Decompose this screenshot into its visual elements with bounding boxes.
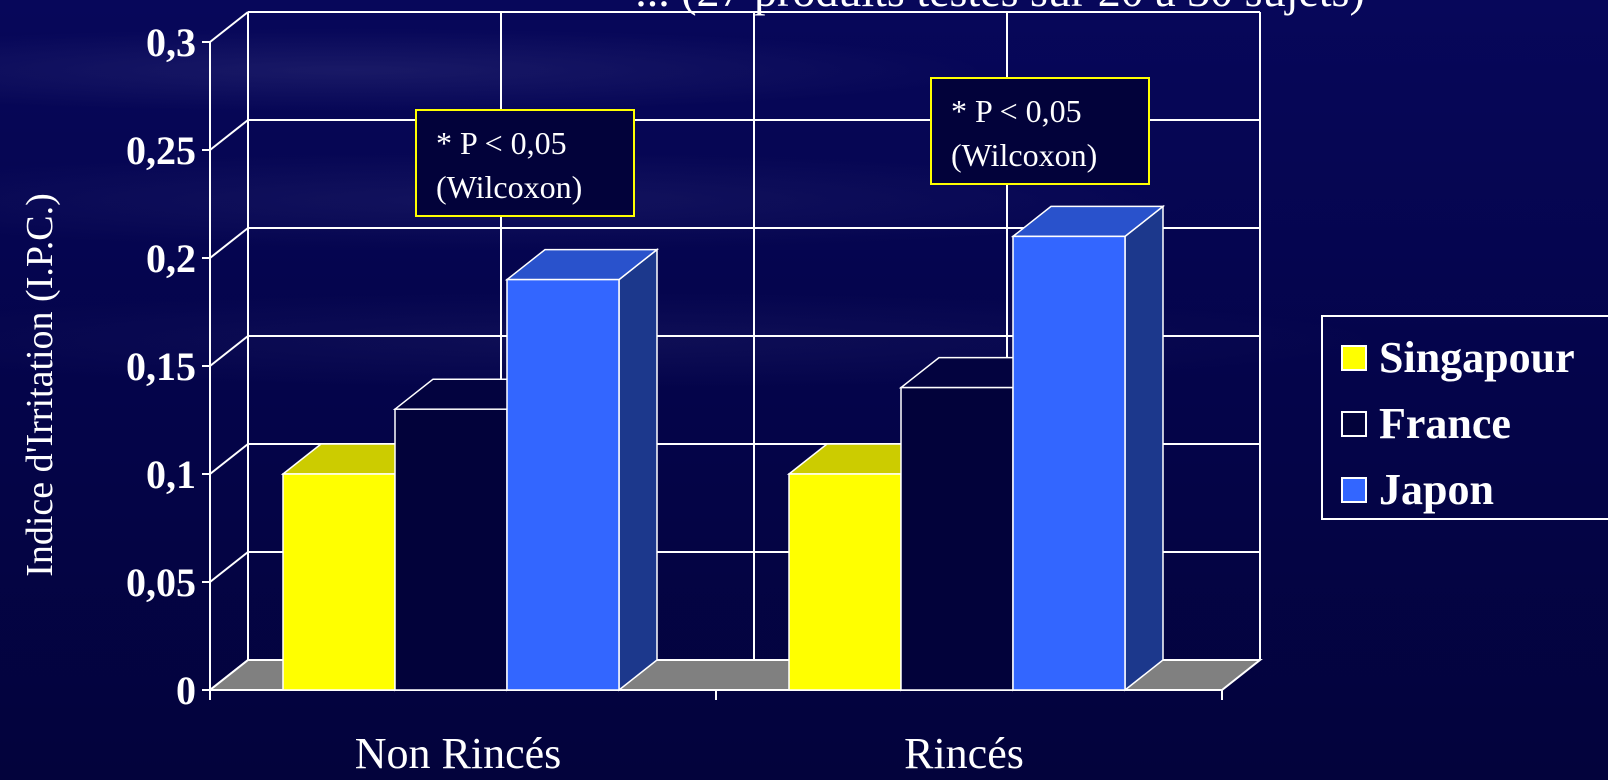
bar-front	[506, 278, 620, 691]
y-tick-label: 0,2	[146, 236, 196, 281]
annotation-frame	[415, 109, 635, 217]
annotation-line2: (Wilcoxon)	[436, 169, 582, 205]
y-tick-labels: 0 0,05 0,1 0,15 0,2 0,25 0,3	[126, 20, 196, 713]
annotation-line2: (Wilcoxon)	[951, 137, 1097, 173]
legend-swatch-japon	[1341, 477, 1367, 503]
chart-bars	[280, 204, 1166, 692]
x-category-labels: Non Rincés Rincés	[355, 729, 1024, 778]
bar-japon-0	[504, 248, 660, 692]
bar-front	[394, 408, 508, 691]
legend-label-japon: Japon	[1379, 465, 1494, 514]
annotation-box: * P < 0,05 (Wilcoxon)	[415, 109, 635, 217]
bar-side	[618, 248, 658, 692]
y-tick-label: 0,1	[146, 452, 196, 497]
annotation-frame	[930, 77, 1150, 185]
annotation-line1: * P < 0,05	[951, 93, 1082, 129]
gridline-side	[209, 551, 249, 583]
y-tick-label: 0	[176, 668, 196, 713]
legend-label-france: France	[1379, 399, 1511, 448]
gridline-side	[209, 227, 249, 259]
gridline-side	[209, 443, 249, 475]
legend-label-singapour: Singapour	[1379, 333, 1575, 382]
legend-item-france: France	[1341, 402, 1511, 446]
gridline-side	[209, 335, 249, 367]
x-category-label: Non Rincés	[355, 729, 562, 778]
y-tick-label: 0,25	[126, 128, 196, 173]
y-tick-label: 0,3	[146, 20, 196, 65]
annotation-box: * P < 0,05 (Wilcoxon)	[930, 77, 1150, 185]
annotation-line1: * P < 0,05	[436, 125, 567, 161]
legend-item-singapour: Singapour	[1341, 336, 1575, 380]
gridline-side	[209, 119, 249, 151]
y-axis-label: Indice d'Irritation (I.P.C.)	[19, 193, 61, 577]
legend-swatch-singapour	[1341, 345, 1367, 371]
y-tick-label: 0,05	[126, 560, 196, 605]
bar-japon-1	[1010, 204, 1166, 692]
y-tick-label: 0,15	[126, 344, 196, 389]
chart-title: ... (27 produits testés sur 20 à 30 suje…	[635, 0, 1365, 16]
annotations: * P < 0,05 (Wilcoxon) * P < 0,05 (Wilcoxon)	[415, 77, 1150, 217]
x-category-label: Rincés	[904, 729, 1024, 778]
legend-swatch-france	[1341, 411, 1367, 437]
bar-side	[1124, 204, 1164, 692]
bar-front	[788, 473, 902, 691]
chart-legend: Singapour France Japon	[1321, 315, 1608, 520]
bar-front	[900, 386, 1014, 691]
bar-front	[282, 473, 396, 691]
bar-front	[1012, 235, 1126, 691]
gridline-side	[209, 11, 249, 43]
legend-item-japon: Japon	[1341, 468, 1494, 512]
